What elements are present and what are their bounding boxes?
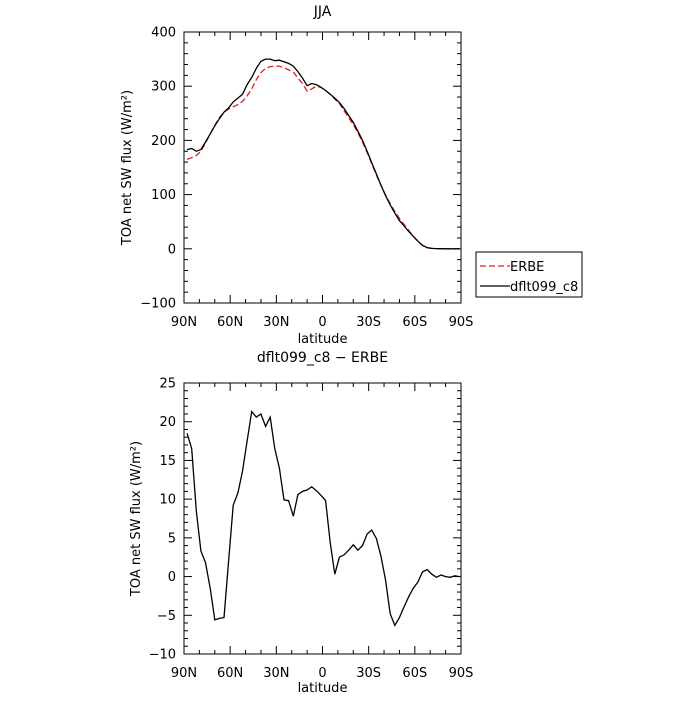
y-tick-label: −100 bbox=[140, 297, 176, 312]
y-tick-label: 25 bbox=[159, 377, 176, 392]
y-axis-label: TOA net SW flux (W/m²) bbox=[120, 90, 135, 246]
chart-title: dflt099_c8 − ERBE bbox=[257, 350, 388, 366]
legend: ERBE dflt099_c8 bbox=[475, 251, 583, 298]
x-tick-label: 0 bbox=[318, 315, 326, 330]
series-line-erbe bbox=[186, 65, 460, 250]
y-tick-label: −10 bbox=[149, 648, 176, 663]
series-line-dflt099-c8 bbox=[186, 58, 460, 250]
x-axis-label: latitude bbox=[298, 681, 348, 696]
x-tick-label: 90S bbox=[449, 315, 474, 330]
legend-label: dflt099_c8 bbox=[510, 280, 578, 295]
y-tick-label: 15 bbox=[159, 454, 176, 469]
x-tick-label: 60N bbox=[217, 315, 243, 330]
y-axis-label: TOA net SW flux (W/m²) bbox=[129, 441, 144, 597]
x-tick-label: 60S bbox=[402, 666, 427, 681]
y-tick-label: 200 bbox=[151, 134, 176, 149]
legend-box bbox=[475, 251, 583, 298]
y-tick-label: 0 bbox=[168, 570, 176, 585]
x-tick-label: 30N bbox=[263, 315, 289, 330]
x-tick-label: 30N bbox=[263, 666, 289, 681]
x-tick-label: 60N bbox=[217, 666, 243, 681]
legend-label: ERBE bbox=[510, 260, 544, 275]
chart-title: JJA bbox=[313, 4, 332, 20]
plot-frame bbox=[183, 382, 462, 655]
y-tick-label: 5 bbox=[168, 531, 176, 546]
x-tick-label: 90N bbox=[171, 315, 197, 330]
y-tick-label: 400 bbox=[151, 26, 176, 41]
x-tick-label: 0 bbox=[318, 666, 326, 681]
x-tick-label: 90N bbox=[171, 666, 197, 681]
y-tick-label: 300 bbox=[151, 80, 176, 95]
x-tick-label: 30S bbox=[356, 315, 381, 330]
x-tick-label: 60S bbox=[402, 315, 427, 330]
y-tick-label: 0 bbox=[168, 242, 176, 257]
x-axis-label: latitude bbox=[298, 332, 348, 347]
y-tick-label: 10 bbox=[159, 493, 176, 508]
plot-frame bbox=[183, 31, 462, 304]
chart-panel-2: 25 20 15 10 5 0 −5 −10 90N 60N 30N 0 30S 60S 90S dflt09… bbox=[129, 350, 473, 696]
y-tick-label: 100 bbox=[151, 188, 176, 203]
y-tick-label: −5 bbox=[157, 609, 176, 624]
y-tick-label: 20 bbox=[159, 415, 176, 430]
series-line-difference bbox=[186, 410, 460, 627]
chart-panel-1: 400 300 200 100 0 −100 90N 60N 30N 0 30S 60S 90S JJA l… bbox=[120, 4, 583, 347]
x-tick-label: 30S bbox=[356, 666, 381, 681]
x-tick-label: 90S bbox=[449, 666, 474, 681]
